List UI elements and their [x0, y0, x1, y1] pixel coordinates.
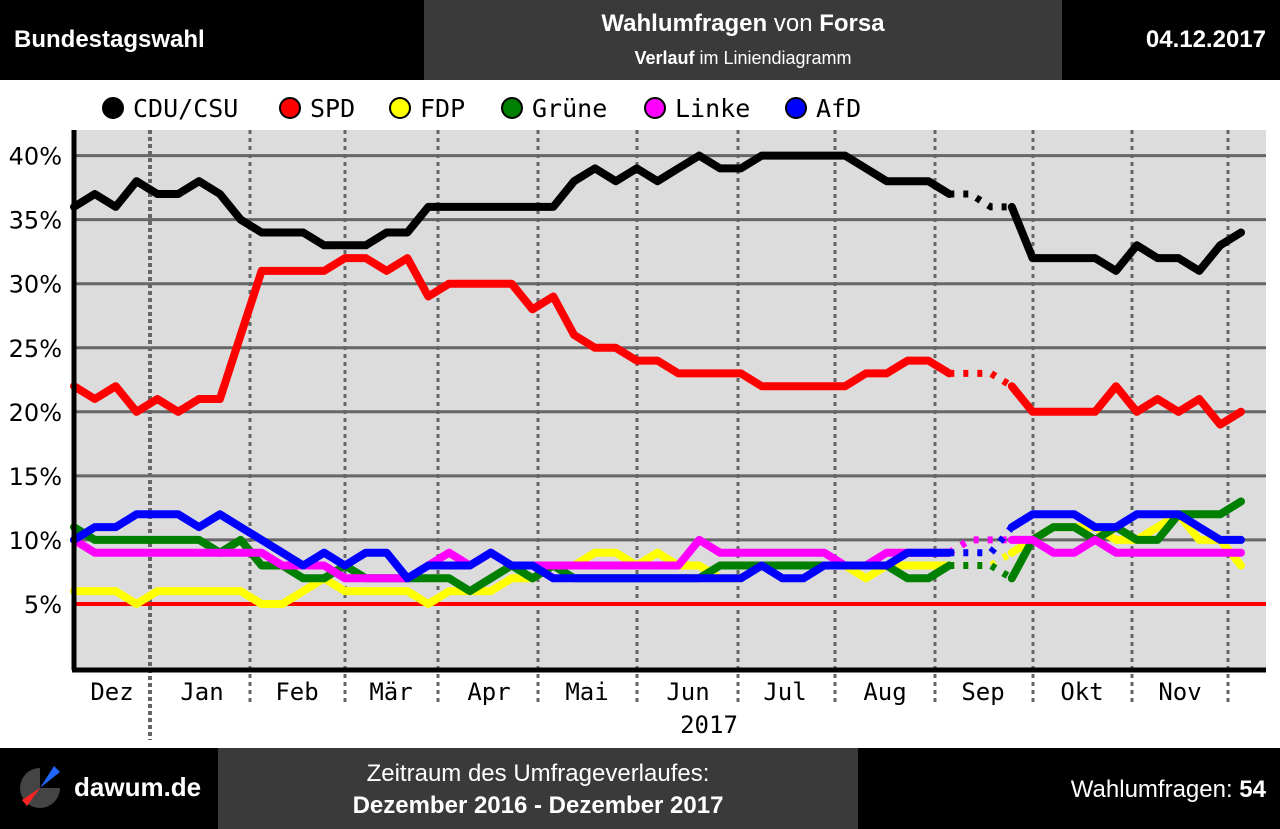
y-tick-label: 5% — [24, 591, 62, 619]
x-tick-label: Okt — [1060, 678, 1103, 706]
poll-count-label: Wahlumfragen: — [1070, 776, 1240, 803]
series-line-post-cducsu — [1007, 202, 1245, 275]
y-tick-label: 30% — [9, 271, 62, 299]
x-tick-label: Feb — [275, 678, 318, 706]
election-title: Bundestagswahl — [14, 26, 205, 53]
poll-count: Wahlumfragen: 54 — [1071, 776, 1266, 804]
title-institute: Forsa — [819, 10, 885, 37]
legend-label-linke: Linke — [675, 94, 750, 123]
subtitle-rest: im Liniendiagramm — [694, 48, 852, 68]
logo-text: dawum.de — [74, 772, 202, 802]
series-gap-grne — [949, 562, 1014, 582]
header-date: 04.12.2017 — [1145, 26, 1266, 53]
series-line-post-afd — [1007, 510, 1245, 544]
title-polls: Wahlumfragen — [601, 10, 768, 37]
footer-left: dawum.de — [0, 748, 218, 829]
x-tick-label: Apr — [467, 678, 510, 706]
footer-center: Zeitraum des Umfrageverlaufes: Dezember … — [218, 748, 858, 829]
dawum-logo-icon — [20, 766, 60, 808]
poll-count-value: 54 — [1239, 776, 1266, 803]
chart-title: Wahlumfragen von Forsa — [424, 10, 1062, 38]
legend-label-cducsu: CDU/CSU — [133, 94, 238, 123]
legend-label-spd: SPD — [310, 94, 355, 123]
x-tick-label: Sep — [961, 678, 1004, 706]
legend-label-afd: AfD — [816, 94, 861, 123]
chart-subtitle: Verlauf im Liniendiagramm — [424, 48, 1062, 69]
x-tick-label: Jan — [180, 678, 223, 706]
y-tick-label: 25% — [9, 335, 62, 363]
x-tick-label: Aug — [863, 678, 906, 706]
subtitle-bold: Verlauf — [634, 48, 695, 68]
x-tick-label: Dez — [90, 678, 133, 706]
y-tick-label: 15% — [9, 463, 62, 491]
series-line-afd — [70, 510, 954, 583]
y-tick-label: 10% — [9, 527, 62, 555]
year-label: 2017 — [680, 711, 738, 739]
legend-marker-grne — [501, 97, 523, 119]
series-line-spd — [70, 254, 954, 416]
range-label: Zeitraum des Umfrageverlaufes: — [366, 760, 710, 787]
legend-marker-linke — [644, 97, 666, 119]
y-tick-label: 35% — [9, 207, 62, 235]
series-line-post-grne — [1007, 497, 1245, 583]
series-line-post-spd — [1007, 382, 1245, 429]
series-line-post-linke — [1007, 535, 1245, 557]
header: Bundestagswahl Wahlumfragen von Forsa Ve… — [0, 0, 1280, 80]
series-gap-afd — [949, 524, 1015, 557]
header-center: Wahlumfragen von Forsa Verlauf im Linien… — [424, 0, 1062, 80]
y-tick-label: 20% — [9, 399, 62, 427]
legend-label-grne: Grüne — [532, 94, 607, 123]
legend-marker-afd — [785, 97, 807, 119]
x-tick-label: Mai — [565, 678, 608, 706]
range-value: Dezember 2016 - Dezember 2017 — [352, 792, 724, 819]
legend-marker-spd — [279, 97, 301, 119]
legend-label-fdp: FDP — [420, 94, 465, 123]
series-line-cducsu — [70, 151, 954, 250]
header-right: 04.12.2017 — [1062, 0, 1280, 80]
series-gap-spd — [949, 369, 1014, 390]
x-tick-label: Jun — [666, 678, 709, 706]
x-tick-label: Jul — [763, 678, 806, 706]
plot-area — [74, 130, 1266, 668]
title-von: von — [767, 10, 820, 37]
x-tick-label: Mär — [369, 678, 412, 706]
line-chart: 5% 10% 15% 20% 25% 30% 35% 40% Dez Jan Feb Mär Apr Ma… — [9, 94, 1266, 740]
x-tick-label: Nov — [1158, 678, 1201, 706]
footer-right: Wahlumfragen: 54 — [858, 748, 1280, 829]
legend-marker-fdp — [389, 97, 411, 119]
footer: dawum.de Zeitraum des Umfrageverlaufes: … — [0, 748, 1280, 829]
y-tick-label: 40% — [9, 143, 62, 171]
legend-marker-cducsu — [102, 97, 124, 119]
header-left: Bundestagswahl — [0, 0, 424, 80]
